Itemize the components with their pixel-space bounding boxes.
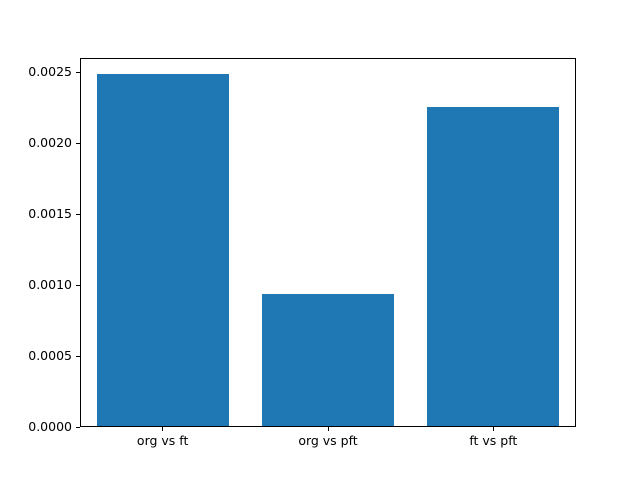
bar-org-vs-pft (261, 294, 395, 426)
y-tick-mark (76, 355, 80, 357)
y-tick-mark (76, 71, 80, 73)
x-tick-mark (492, 427, 494, 431)
x-tick-label: org vs ft (136, 433, 189, 448)
plot-area (80, 58, 576, 427)
y-tick-label: 0.0000 (28, 419, 72, 434)
x-tick-label: ft vs pft (469, 433, 518, 448)
x-tick-mark (162, 427, 164, 431)
y-tick-mark (76, 142, 80, 144)
bar-org-vs-ft (96, 74, 229, 426)
y-tick-mark (76, 213, 80, 215)
x-tick-mark (327, 427, 329, 431)
y-tick-label: 0.0015 (28, 206, 72, 222)
y-tick-mark (76, 426, 80, 428)
y-tick-label: 0.0005 (28, 348, 72, 364)
x-tick-label: org vs pft (298, 433, 358, 448)
y-tick-label: 0.0025 (28, 64, 72, 80)
y-tick-label: 0.0010 (28, 277, 72, 293)
bar-ft-vs-pft (427, 106, 560, 426)
y-tick-label: 0.0020 (28, 135, 72, 151)
y-tick-mark (76, 284, 80, 286)
